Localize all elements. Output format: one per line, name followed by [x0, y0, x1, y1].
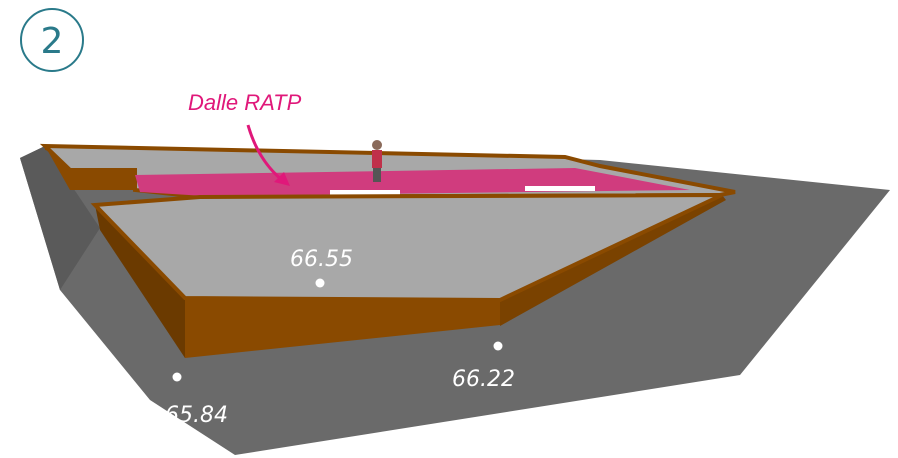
spot-height: 66.22 — [452, 367, 515, 392]
spot-dot — [315, 278, 325, 288]
marking — [525, 186, 595, 191]
marking — [330, 190, 400, 195]
spot-height: 66.55 — [290, 247, 353, 272]
spot-dot — [172, 372, 182, 382]
callout-label: Dalle RATP — [188, 90, 302, 115]
person — [372, 140, 382, 182]
front-wall-left — [95, 205, 185, 358]
ground-shade — [20, 146, 100, 290]
spot-dot — [493, 341, 503, 351]
front-wall-right — [500, 195, 726, 326]
front-slab — [90, 193, 723, 303]
front-wall — [185, 298, 500, 358]
badge-number: 2 — [41, 21, 64, 62]
badge — [20, 8, 84, 72]
spot-height: 65.84 — [165, 403, 228, 428]
callout-arrow — [246, 124, 283, 182]
callout-arrowhead — [274, 172, 290, 186]
